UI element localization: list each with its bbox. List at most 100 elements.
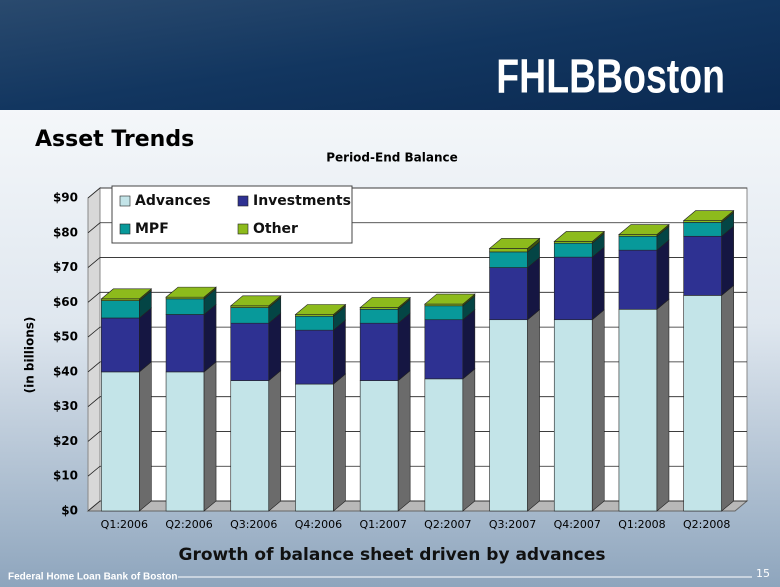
bar-segment: [165, 288, 217, 316]
bar-segment: [424, 309, 476, 380]
bar-side: [203, 303, 217, 373]
x-tick-label: Q3:2007: [489, 518, 536, 531]
x-tick-label: Q1:2006: [101, 518, 148, 531]
bar-top: [618, 224, 670, 235]
bar-side: [397, 369, 411, 512]
y-tick-label: $50: [53, 330, 78, 344]
bar-segment: [294, 303, 347, 317]
bar-top: [100, 288, 153, 300]
bar-front: [165, 314, 205, 373]
bar-segment: [683, 284, 734, 512]
bar-top: [488, 238, 541, 249]
banner: [0, 0, 780, 110]
bar-side: [721, 225, 734, 297]
page-number: 15: [756, 567, 770, 580]
bar-front: [683, 222, 722, 237]
bar-top: [553, 231, 606, 242]
bar-segment: [100, 288, 153, 302]
bar-segment: [682, 209, 735, 223]
bar-segment: [489, 309, 540, 512]
bar-segment: [359, 296, 411, 310]
bar-segment: [230, 312, 282, 382]
legend-swatch: [119, 223, 131, 235]
bar-segment: [165, 303, 217, 373]
legend-label: Other: [253, 221, 298, 237]
y-tick-label: $40: [53, 364, 78, 378]
legend-swatch: [237, 195, 249, 207]
y-tick-label: $10: [53, 469, 78, 483]
bar-side: [527, 309, 540, 512]
legend-label: Investments: [253, 193, 351, 209]
bar-front: [424, 305, 464, 321]
bar-front: [295, 383, 334, 512]
bar-segment: [618, 239, 670, 310]
bar-segment: [618, 223, 670, 237]
grid-line: [87, 187, 747, 199]
bar-segment: [424, 368, 476, 512]
bar-side: [268, 312, 282, 382]
bar-front: [424, 319, 464, 380]
bar-front: [489, 267, 528, 321]
x-tick-label: Q4:2007: [554, 518, 601, 531]
bar-top: [229, 295, 282, 307]
bar-side: [656, 239, 670, 310]
bar-side: [203, 361, 217, 512]
bar-front: [424, 378, 464, 512]
x-tick-label: Q3:2006: [230, 518, 277, 531]
bar-front: [359, 380, 399, 512]
x-tick-label: Q1:2007: [359, 518, 406, 531]
bar-segment: [618, 298, 670, 512]
x-tick-label: Q1:2008: [618, 518, 665, 531]
plot-side-wall: [87, 186, 101, 513]
bar-front: [359, 322, 399, 381]
y-tick-label: $80: [53, 225, 78, 239]
bar-segment: [618, 225, 670, 251]
y-tick-label: $90: [53, 191, 78, 205]
bar-front: [618, 308, 658, 512]
bar-top: [165, 286, 217, 298]
grid-line: [87, 222, 747, 234]
bar-front: [489, 251, 528, 268]
legend-label: MPF: [135, 221, 169, 237]
bar-top: [359, 297, 411, 308]
bar-segment: [229, 295, 282, 309]
bar-side: [656, 298, 670, 512]
x-tick-label: Q2:2007: [424, 518, 471, 531]
bar-front: [101, 317, 140, 373]
bar-front: [489, 319, 528, 512]
bar-front: [683, 295, 722, 512]
bar-segment: [424, 295, 476, 321]
bar-side: [333, 373, 346, 512]
legend-box: [111, 185, 353, 244]
bar-front: [618, 235, 658, 251]
bar-segment: [165, 286, 217, 300]
bar-front: [101, 300, 140, 319]
y-tick-label: $0: [61, 504, 78, 518]
bar-segment: [553, 309, 605, 512]
bar-segment: [165, 361, 217, 512]
bar-side: [721, 284, 734, 512]
bar-segment: [101, 307, 152, 373]
bar-front: [295, 329, 334, 385]
bar-front: [618, 249, 658, 310]
bar-segment: [101, 361, 152, 512]
caption: Growth of balance sheet driven by advanc…: [179, 545, 606, 565]
plot: $0 $10 $20 $30 $40 $50 $60 $70 $80 $90 Q1:2006 Q2:2…: [53, 185, 749, 531]
y-tick-label: $70: [53, 260, 78, 274]
bar-segment: [488, 237, 541, 253]
bar-front: [683, 235, 722, 296]
slide-title: Asset Trends: [35, 127, 194, 152]
bar-front: [553, 256, 593, 321]
bar-segment: [359, 312, 411, 382]
chart-title: Period-End Balance: [326, 151, 458, 165]
bar-front: [553, 319, 593, 512]
bar-front: [230, 322, 270, 381]
bar-front: [230, 380, 270, 512]
y-tick-label: $20: [53, 434, 78, 448]
legend-swatch: [237, 223, 249, 235]
bar-front: [165, 371, 205, 512]
bar-side: [462, 368, 476, 512]
bar-segment: [424, 293, 476, 307]
bar-segment: [295, 373, 346, 512]
bar-side: [139, 361, 152, 512]
